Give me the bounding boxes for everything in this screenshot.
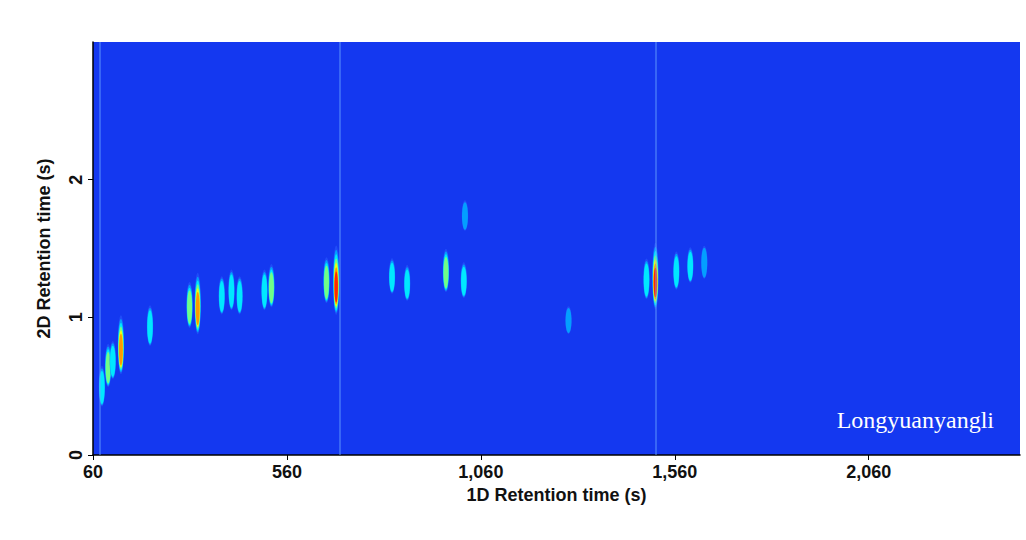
- svg-text:2: 2: [66, 175, 86, 185]
- svg-text:2D Retention time (s): 2D Retention time (s): [34, 158, 54, 338]
- svg-text:1D Retention time (s): 1D Retention time (s): [466, 485, 646, 505]
- svg-text:1,060: 1,060: [458, 462, 503, 482]
- svg-text:Longyuanyangli: Longyuanyangli: [837, 407, 995, 433]
- svg-text:1,560: 1,560: [652, 462, 697, 482]
- svg-text:60: 60: [83, 462, 103, 482]
- svg-text:2,060: 2,060: [846, 462, 891, 482]
- svg-text:560: 560: [272, 462, 302, 482]
- svg-text:1: 1: [66, 312, 86, 322]
- svg-text:0: 0: [66, 450, 86, 460]
